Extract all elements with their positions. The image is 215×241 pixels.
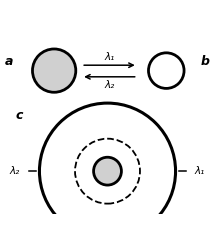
Text: λ₁: λ₁ [104,53,115,62]
Text: a: a [5,55,14,68]
Text: λ₂: λ₂ [104,80,115,90]
Circle shape [32,49,76,92]
Text: c: c [16,109,23,122]
Text: λ₂: λ₂ [10,166,20,176]
Circle shape [149,53,184,88]
Text: b: b [200,55,209,68]
Text: λ₁: λ₁ [195,166,205,176]
Circle shape [39,103,176,239]
Circle shape [94,157,121,185]
